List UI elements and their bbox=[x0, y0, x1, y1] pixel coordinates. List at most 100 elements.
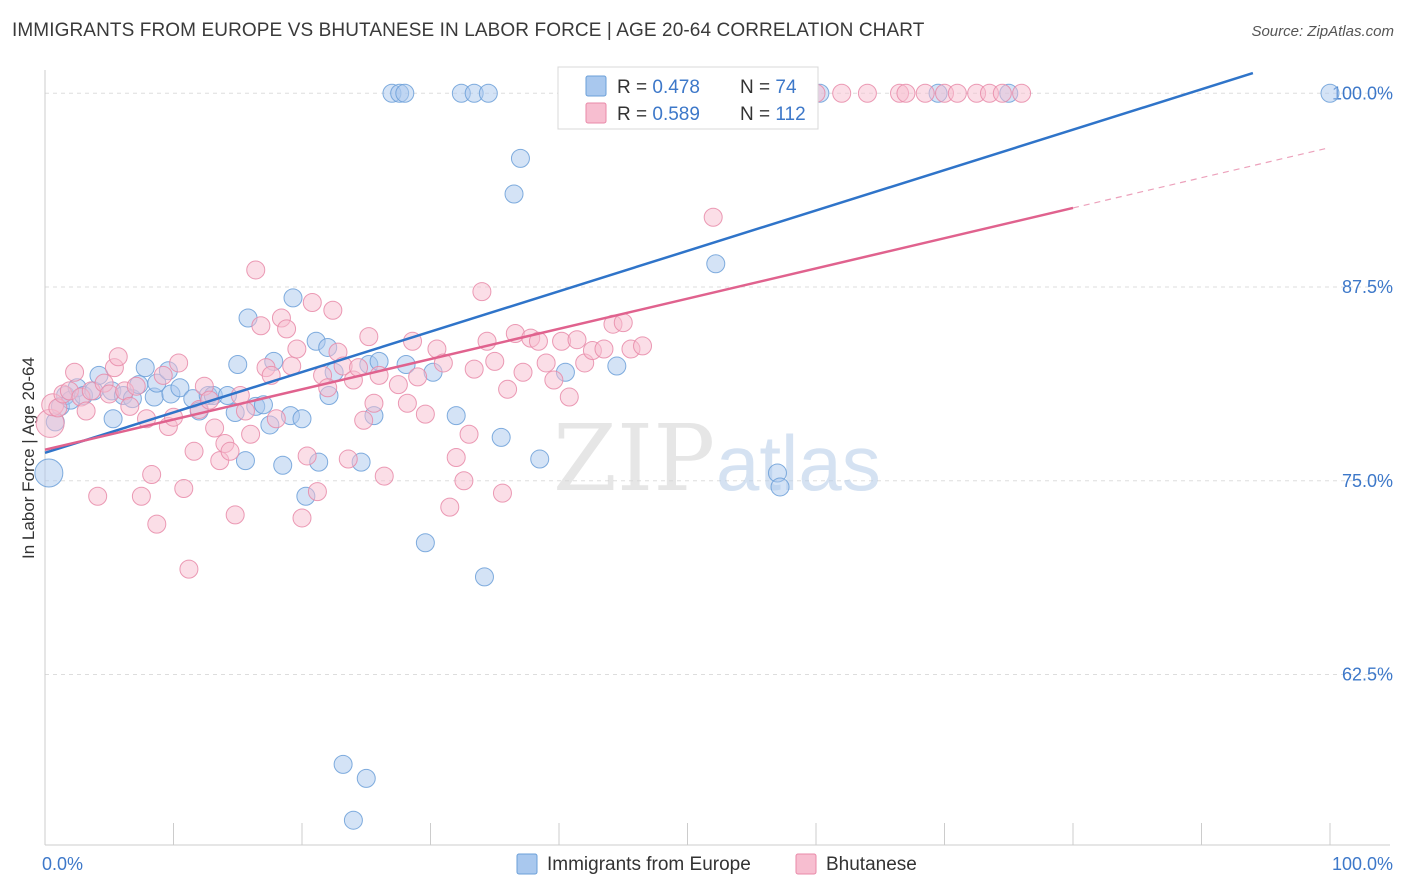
point-pink-79 bbox=[485, 351, 505, 371]
point-blue-27 bbox=[235, 451, 255, 471]
x-tick-label-1: 100.0% bbox=[1332, 854, 1393, 874]
point-pink-26 bbox=[179, 559, 199, 579]
point-blue-62 bbox=[504, 184, 524, 204]
point-pink-112 bbox=[947, 83, 967, 103]
point-pink-97 bbox=[633, 336, 653, 356]
point-pink-69 bbox=[415, 404, 435, 424]
chart-title: IMMIGRANTS FROM EUROPE VS BHUTANESE IN L… bbox=[12, 20, 925, 41]
point-pink-35 bbox=[225, 505, 245, 525]
series-legend-swatch-europe bbox=[516, 853, 538, 875]
point-pink-15 bbox=[120, 396, 140, 416]
point-pink-90 bbox=[567, 330, 587, 350]
point-blue-44 bbox=[343, 810, 363, 830]
point-pink-9 bbox=[88, 486, 108, 506]
point-pink-49 bbox=[297, 446, 317, 466]
point-pink-24 bbox=[169, 353, 189, 373]
point-pink-76 bbox=[464, 359, 484, 379]
point-pink-75 bbox=[459, 424, 479, 444]
point-pink-93 bbox=[594, 339, 614, 359]
y-tick-label-3: 62.5% bbox=[1342, 665, 1393, 685]
point-pink-72 bbox=[440, 497, 460, 517]
point-blue-74 bbox=[1320, 83, 1340, 103]
point-pink-25 bbox=[174, 479, 194, 498]
point-blue-19 bbox=[170, 378, 190, 398]
point-blue-70 bbox=[770, 477, 790, 497]
series-legend-label-bhutanese: Bhutanese bbox=[826, 854, 917, 875]
trend-line-pink bbox=[44, 206, 1074, 451]
legend-r-value-blue: 0.478 bbox=[652, 77, 700, 98]
point-pink-85 bbox=[528, 331, 548, 351]
point-pink-50 bbox=[302, 293, 322, 312]
point-pink-115 bbox=[992, 83, 1012, 103]
point-blue-11 bbox=[103, 409, 123, 429]
point-pink-27 bbox=[184, 441, 204, 461]
point-blue-68 bbox=[706, 254, 726, 274]
point-pink-74 bbox=[454, 471, 474, 491]
legend-swatch-pink bbox=[585, 102, 607, 124]
data-points bbox=[34, 83, 1340, 830]
series-legend-swatch-bhutanese bbox=[795, 853, 817, 875]
y-tick-label-1: 87.5% bbox=[1342, 277, 1393, 297]
stats-legend: R = 0.478 N = 74 R = 0.589 N = 112 bbox=[557, 66, 819, 130]
point-pink-61 bbox=[359, 327, 379, 347]
point-pink-62 bbox=[364, 393, 384, 413]
svg-text:R = 0.589: R = 0.589 bbox=[617, 104, 700, 125]
y-tick-label-0: 100.0% bbox=[1332, 83, 1393, 103]
trend-line-blue bbox=[44, 71, 1254, 455]
y-axis-label: In Labor Force | Age 20-64 bbox=[19, 357, 38, 559]
watermark: ZIP atlas bbox=[553, 405, 881, 512]
point-pink-20 bbox=[147, 514, 167, 534]
point-blue-61 bbox=[491, 427, 511, 447]
point-pink-106 bbox=[832, 83, 852, 103]
point-pink-68 bbox=[408, 367, 428, 387]
point-blue-52 bbox=[395, 83, 415, 103]
legend-r-value-pink: 0.589 bbox=[652, 104, 700, 125]
point-pink-47 bbox=[287, 339, 307, 359]
point-pink-40 bbox=[251, 316, 271, 336]
point-pink-77 bbox=[472, 282, 492, 302]
point-pink-51 bbox=[307, 482, 327, 502]
y-tick-label-2: 75.0% bbox=[1342, 471, 1393, 491]
point-pink-17 bbox=[131, 486, 151, 506]
legend-n-label-blue: N = bbox=[740, 77, 775, 98]
point-blue-35 bbox=[283, 288, 303, 308]
point-pink-87 bbox=[544, 370, 564, 390]
point-pink-19 bbox=[142, 465, 162, 485]
point-pink-80 bbox=[492, 483, 512, 503]
svg-text:N = 112: N = 112 bbox=[740, 104, 806, 125]
point-blue-56 bbox=[446, 406, 466, 426]
point-pink-34 bbox=[220, 441, 240, 461]
point-blue-63 bbox=[510, 148, 530, 168]
watermark-zip: ZIP bbox=[553, 405, 715, 512]
legend-r-label-blue: R = bbox=[617, 77, 652, 98]
point-pink-116 bbox=[1012, 83, 1032, 103]
point-pink-89 bbox=[559, 387, 579, 407]
point-pink-21 bbox=[153, 365, 173, 385]
point-pink-5 bbox=[65, 362, 85, 382]
point-pink-107 bbox=[857, 83, 877, 103]
point-pink-83 bbox=[513, 362, 533, 382]
point-pink-38 bbox=[241, 424, 261, 444]
point-blue-36 bbox=[292, 409, 312, 429]
point-pink-48 bbox=[292, 508, 312, 528]
legend-n-value-pink: 112 bbox=[775, 104, 805, 125]
series-legend-label-europe: Immigrants from Europe bbox=[547, 854, 751, 875]
point-blue-33 bbox=[273, 455, 293, 475]
point-pink-31 bbox=[205, 418, 225, 438]
point-pink-109 bbox=[896, 83, 916, 103]
watermark-atlas: atlas bbox=[716, 419, 881, 507]
svg-text:R = 0.478: R = 0.478 bbox=[617, 77, 700, 98]
point-blue-60 bbox=[478, 83, 498, 103]
point-pink-86 bbox=[536, 353, 556, 373]
point-pink-11 bbox=[99, 384, 119, 404]
point-pink-101 bbox=[703, 207, 723, 227]
point-pink-71 bbox=[433, 353, 453, 373]
point-pink-7 bbox=[76, 401, 96, 421]
svg-text:N = 74: N = 74 bbox=[740, 77, 797, 98]
point-pink-64 bbox=[374, 466, 394, 486]
point-blue-25 bbox=[228, 355, 248, 374]
point-pink-43 bbox=[266, 409, 286, 429]
gridlines bbox=[45, 92, 1390, 675]
point-pink-110 bbox=[915, 83, 935, 103]
